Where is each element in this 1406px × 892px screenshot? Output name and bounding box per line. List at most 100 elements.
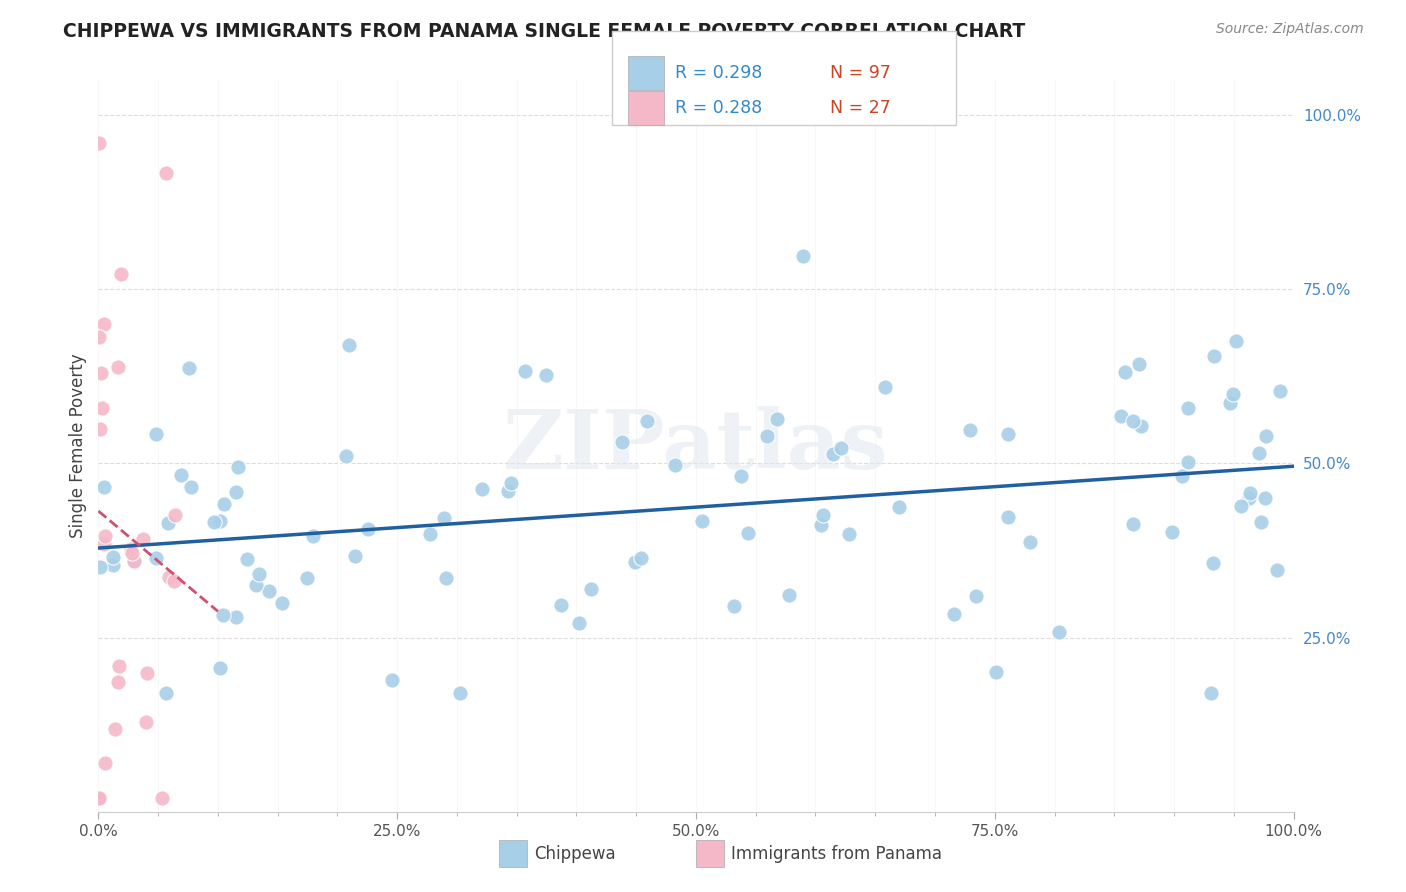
Point [135, 714, 157, 729]
Point [984, 665, 1007, 679]
Point [1111, 409, 1133, 423]
Point [830, 442, 852, 456]
Point [122, 555, 145, 569]
Point [887, 500, 910, 514]
Point [170, 468, 193, 483]
Point [103, 550, 125, 565]
Point [202, 515, 225, 529]
Point [155, 686, 177, 700]
Point [838, 526, 860, 541]
Point [157, 570, 180, 584]
Text: Chippewa: Chippewa [534, 845, 616, 863]
Point [209, 514, 232, 528]
Point [579, 582, 602, 597]
Point [104, 723, 127, 737]
Point [163, 574, 186, 588]
Point [810, 518, 832, 533]
Point [145, 551, 167, 566]
Point [1239, 486, 1261, 500]
Point [567, 615, 589, 630]
Point [792, 249, 814, 263]
Point [90, 401, 112, 415]
Point [449, 686, 471, 700]
Point [211, 607, 233, 622]
Point [766, 412, 789, 426]
Point [270, 596, 292, 610]
Point [214, 497, 236, 511]
Point [302, 529, 325, 543]
Point [121, 546, 143, 560]
Point [225, 610, 247, 624]
Point [1128, 357, 1150, 371]
Point [723, 599, 745, 613]
Point [93, 480, 115, 494]
Point [1177, 401, 1199, 415]
Point [335, 449, 357, 463]
Point [180, 480, 202, 494]
Point [1170, 468, 1192, 483]
Point [1268, 384, 1291, 398]
Point [513, 364, 536, 378]
Point [636, 414, 658, 428]
Point [93, 537, 115, 551]
Point [823, 447, 845, 461]
Point [434, 571, 457, 585]
Point [107, 359, 129, 374]
Point [337, 337, 360, 351]
Point [1219, 396, 1241, 410]
Point [145, 426, 167, 441]
Point [381, 673, 404, 687]
Point [1249, 446, 1271, 460]
Point [93, 756, 115, 770]
Point [496, 483, 519, 498]
Point [737, 525, 759, 540]
Point [1254, 491, 1277, 506]
Point [1019, 534, 1042, 549]
Point [343, 549, 366, 563]
Point [132, 533, 155, 547]
Point [1237, 491, 1260, 506]
Text: Immigrants from Panama: Immigrants from Panama [731, 845, 942, 863]
Point [93, 317, 115, 331]
Point [1225, 334, 1247, 348]
Text: R = 0.288: R = 0.288 [675, 99, 762, 117]
Point [103, 558, 125, 572]
Point [1202, 556, 1225, 570]
Point [1129, 419, 1152, 434]
Point [357, 523, 380, 537]
Point [225, 485, 247, 500]
Point [624, 555, 647, 569]
Point [1265, 563, 1288, 577]
Point [730, 469, 752, 483]
Text: CHIPPEWA VS IMMIGRANTS FROM PANAMA SINGLE FEMALE POVERTY CORRELATION CHART: CHIPPEWA VS IMMIGRANTS FROM PANAMA SINGL… [63, 22, 1025, 41]
Point [245, 578, 267, 592]
Point [755, 429, 778, 443]
Point [209, 661, 232, 675]
Point [1199, 686, 1222, 700]
Point [87, 330, 110, 344]
Point [997, 426, 1019, 441]
Point [1047, 625, 1070, 640]
Point [1222, 387, 1244, 401]
Point [959, 423, 981, 437]
Point [1230, 499, 1253, 513]
Point [89, 559, 111, 574]
Point [534, 368, 557, 382]
Point [499, 475, 522, 490]
Point [110, 267, 132, 281]
Point [235, 551, 257, 566]
Text: R = 0.298: R = 0.298 [675, 64, 762, 82]
Point [150, 790, 173, 805]
Point [1177, 455, 1199, 469]
Point [1256, 428, 1278, 442]
Point [1114, 365, 1136, 379]
Point [1202, 349, 1225, 363]
Point [155, 166, 177, 180]
Point [165, 508, 187, 522]
Point [89, 790, 111, 805]
Point [89, 421, 111, 435]
Point [630, 551, 652, 566]
Point [249, 566, 271, 581]
Point [1250, 516, 1272, 530]
Point [226, 459, 249, 474]
